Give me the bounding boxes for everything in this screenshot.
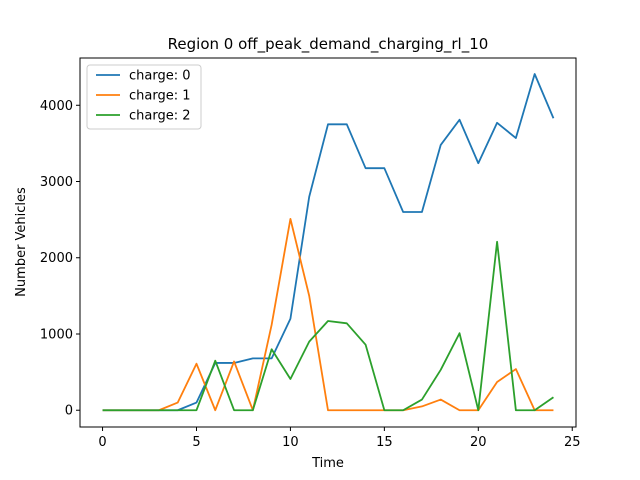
legend-label-1: charge: 1 <box>129 89 191 104</box>
legend-label-2: charge: 2 <box>129 109 191 124</box>
chart-title: Region 0 off_peak_demand_charging_rl_10 <box>168 35 489 54</box>
x-tick-label: 15 <box>376 435 393 450</box>
x-tick-label: 5 <box>192 435 200 450</box>
plot-area <box>79 57 577 428</box>
y-axis-label: Number Vehicles <box>14 187 29 297</box>
y-tick-label: 0 <box>65 404 73 419</box>
y-tick-label: 1000 <box>40 327 73 342</box>
legend-box <box>86 64 202 130</box>
series-layer <box>102 73 555 412</box>
y-tick-label: 2000 <box>40 251 73 266</box>
x-tick-label: 25 <box>564 435 581 450</box>
series-line-charge-2 <box>102 240 554 412</box>
legend: charge: 0 charge: 1 charge: 2 <box>86 64 202 130</box>
legend-label-0: charge: 0 <box>129 69 191 84</box>
x-tick-label: 10 <box>282 435 299 450</box>
x-axis: 0 5 10 15 20 25 <box>98 427 581 450</box>
x-tick-label: 20 <box>470 435 487 450</box>
y-axis: 0 1000 2000 3000 4000 <box>40 99 80 419</box>
x-axis-label: Time <box>311 456 344 471</box>
y-tick-label: 3000 <box>40 175 73 190</box>
y-tick-label: 4000 <box>40 99 73 114</box>
x-tick-label: 0 <box>98 435 106 450</box>
